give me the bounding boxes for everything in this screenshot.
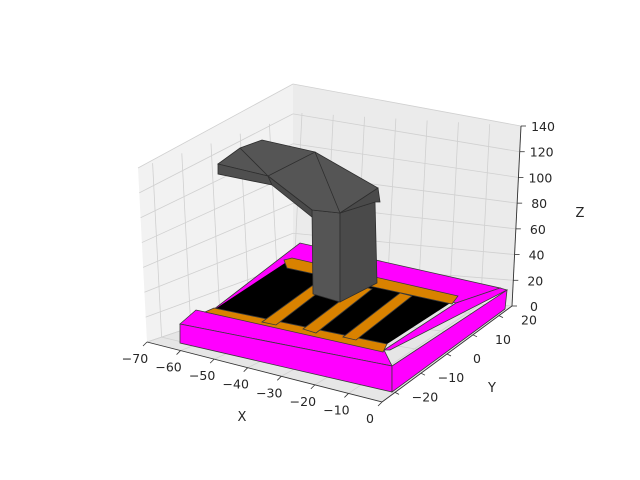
y-tick-label: −20: [412, 389, 438, 404]
y-tick-mark: [472, 334, 478, 338]
z-tick-label: 60: [530, 222, 546, 237]
y-tick-label: 20: [521, 313, 537, 328]
x-grid-line-vertical: [480, 124, 491, 305]
z-grid-line: [292, 113, 520, 153]
z-grid-line-left: [144, 232, 294, 293]
x-axis-line: [146, 341, 383, 403]
x-tick-mark: [209, 358, 215, 364]
x-tick-label: −30: [256, 385, 282, 400]
arm-facets: [239, 147, 341, 214]
x-tick-label: −50: [189, 368, 215, 383]
x-tick-mark: [310, 384, 316, 390]
arm-side: [339, 187, 381, 214]
x-tick-label: −60: [155, 360, 181, 375]
rail-front: [203, 307, 388, 353]
x-tick-label: −10: [323, 402, 349, 417]
rail-3: [342, 292, 413, 341]
frame-top-right: [382, 287, 509, 351]
y-tick-label: −10: [438, 370, 464, 385]
x-tick-mark: [344, 393, 349, 398]
column-arm: [217, 139, 381, 303]
z-grid-line-left: [142, 203, 294, 268]
z-tick-label: 40: [529, 248, 545, 263]
frame-side-right: [391, 289, 508, 393]
z-tick-label: 20: [527, 273, 543, 288]
x-tick-mark: [142, 341, 148, 347]
y-ticks: −20−10 0 10 20: [381, 305, 537, 404]
y-tick-mark: [420, 372, 426, 376]
x-tick-mark: [176, 350, 181, 355]
z-axis-line: [511, 125, 522, 307]
x-tick-label: −70: [122, 351, 148, 366]
z-axis-label: Z: [576, 206, 585, 221]
z-ticks: 0 20 40 60 80 100 120 140: [511, 119, 555, 314]
z-tick-label: 120: [530, 145, 554, 160]
z-grid-line-left: [141, 173, 294, 243]
x-tick-label: 0: [366, 411, 374, 426]
y-tick-mark: [446, 353, 452, 357]
arm-underside: [267, 175, 313, 218]
z-grid-line-left: [137, 83, 294, 169]
y-tick-mark: [394, 392, 400, 395]
x-tick-mark: [243, 367, 248, 372]
x-tick-mark: [377, 401, 383, 407]
y-axis-label: Y: [487, 381, 496, 396]
y-tick-label: 0: [473, 351, 481, 366]
x-tick-label: −20: [290, 394, 316, 409]
z-tick-label: 100: [528, 170, 552, 185]
z-tick-label: 0: [530, 299, 538, 314]
x-axis-label: X: [238, 410, 247, 425]
y-grid-line-vertical: [152, 163, 162, 338]
y-grid-line-vertical: [210, 143, 221, 318]
x-tick-mark: [277, 376, 282, 381]
x-ticks: −70 −60 −50 −40 −30 −20 −10 0: [122, 341, 383, 426]
z-grid-line: [292, 83, 522, 127]
y-axis-line: [381, 305, 513, 403]
x-tick-label: −40: [223, 377, 249, 392]
z-grid-line: [292, 143, 519, 178]
z-tick-label: 80: [531, 196, 547, 211]
x-grid-line-vertical: [449, 122, 459, 303]
y-grid-line-vertical: [181, 153, 192, 328]
y-tick-mark: [498, 315, 504, 318]
floor: [212, 263, 455, 346]
column-front: [311, 209, 341, 303]
y-tick-label: 10: [495, 332, 511, 347]
z-grid-line-left: [139, 113, 294, 194]
z-tick-label: 140: [531, 119, 555, 134]
